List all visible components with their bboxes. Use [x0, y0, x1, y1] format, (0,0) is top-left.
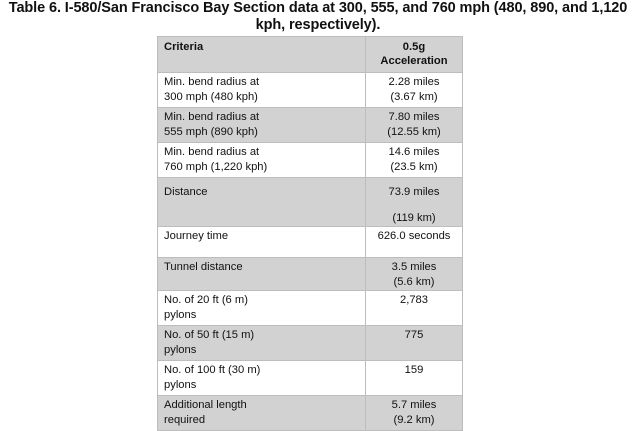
row-value-line-2: (119 km) — [392, 212, 436, 224]
row-value-line-1: 2.28 miles — [388, 76, 440, 88]
row-label: Journey time — [157, 226, 366, 258]
table-row: No. of 100 ft (30 m) pylons 159 — [157, 360, 463, 396]
row-label: Distance — [157, 177, 366, 227]
row-value: 159 — [365, 360, 463, 396]
row-value-line-2: (12.55 km) — [387, 126, 441, 138]
header-row: Criteria 0.5g Acceleration — [157, 36, 463, 73]
row-value-line-1: 73.9 miles — [388, 186, 440, 198]
row-label: No. of 20 ft (6 m) pylons — [157, 290, 366, 326]
table-row: No. of 20 ft (6 m) pylons 2,783 — [157, 290, 463, 326]
row-value: 2.28 miles (3.67 km) — [365, 72, 463, 108]
row-value: 2,783 — [365, 290, 463, 326]
row-label-line-2: 300 mph (480 kph) — [164, 91, 258, 103]
table-row: Tunnel distance 3.5 miles (5.6 km) — [157, 257, 463, 291]
row-label-line-2: 555 mph (890 kph) — [164, 126, 258, 138]
caption-line-1: Table 6. I-580/San Francisco Bay Section… — [8, 0, 628, 16]
table-row: Min. bend radius at 555 mph (890 kph) 7.… — [157, 107, 463, 143]
header-acceleration: 0.5g Acceleration — [365, 36, 463, 73]
header-criteria: Criteria — [157, 36, 366, 73]
table-row: Distance 73.9 miles (119 km) — [157, 177, 463, 227]
row-value-line-2: (5.6 km) — [393, 276, 435, 288]
row-label-line-2: pylons — [164, 344, 197, 356]
row-value: 5.7 miles (9.2 km) — [365, 395, 463, 431]
row-value-line-1: 14.6 miles — [388, 146, 440, 158]
table-row: Min. bend radius at 760 mph (1,220 kph) … — [157, 142, 463, 178]
row-value: 3.5 miles (5.6 km) — [365, 257, 463, 291]
row-label-line-2: pylons — [164, 379, 197, 391]
row-value-line-2: (9.2 km) — [393, 414, 435, 426]
row-value: 14.6 miles (23.5 km) — [365, 142, 463, 178]
row-label: Min. bend radius at 555 mph (890 kph) — [157, 107, 366, 143]
table-row: Additional length required 5.7 miles (9.… — [157, 395, 463, 431]
row-label: Min. bend radius at 760 mph (1,220 kph) — [157, 142, 366, 178]
row-label-line-2: pylons — [164, 309, 197, 321]
row-value-line-1: 7.80 miles — [388, 111, 440, 123]
row-label-line-1: Min. bend radius at — [164, 76, 260, 88]
row-label: Tunnel distance — [157, 257, 366, 291]
header-acceleration-line-1: 0.5g — [402, 41, 426, 53]
row-label: Additional length required — [157, 395, 366, 431]
row-label-line-1: Min. bend radius at — [164, 111, 260, 123]
row-label: Min. bend radius at 300 mph (480 kph) — [157, 72, 366, 108]
row-value-line-2: (23.5 km) — [390, 161, 438, 173]
row-label-line-1: No. of 100 ft (30 m) — [164, 364, 261, 376]
row-value-line-1: 3.5 miles — [391, 261, 437, 273]
row-value: 7.80 miles (12.55 km) — [365, 107, 463, 143]
data-table: Criteria 0.5g Acceleration Min. bend rad… — [157, 36, 463, 431]
row-label-line-2: required — [164, 414, 206, 426]
header-acceleration-line-2: Acceleration — [380, 55, 448, 67]
row-value-line-1: 5.7 miles — [391, 399, 437, 411]
row-value: 626.0 seconds — [365, 226, 463, 258]
table-row: No. of 50 ft (15 m) pylons 775 — [157, 325, 463, 361]
table-row: Min. bend radius at 300 mph (480 kph) 2.… — [157, 72, 463, 108]
row-value: 73.9 miles (119 km) — [365, 177, 463, 227]
row-label-line-1: No. of 50 ft (15 m) — [164, 329, 255, 341]
row-label: No. of 100 ft (30 m) pylons — [157, 360, 366, 396]
row-label-line-2: 760 mph (1,220 kph) — [164, 161, 268, 173]
row-label: No. of 50 ft (15 m) pylons — [157, 325, 366, 361]
caption-line-2: kph, respectively). — [255, 17, 381, 33]
row-value-line-2: (3.67 km) — [390, 91, 438, 103]
row-label-line-1: Additional length — [164, 399, 247, 411]
row-label-line-1: No. of 20 ft (6 m) — [164, 294, 248, 306]
row-value: 775 — [365, 325, 463, 361]
table-caption: Table 6. I-580/San Francisco Bay Section… — [2, 0, 634, 34]
row-label-line-1: Min. bend radius at — [164, 146, 260, 158]
table-row: Journey time 626.0 seconds — [157, 226, 463, 258]
